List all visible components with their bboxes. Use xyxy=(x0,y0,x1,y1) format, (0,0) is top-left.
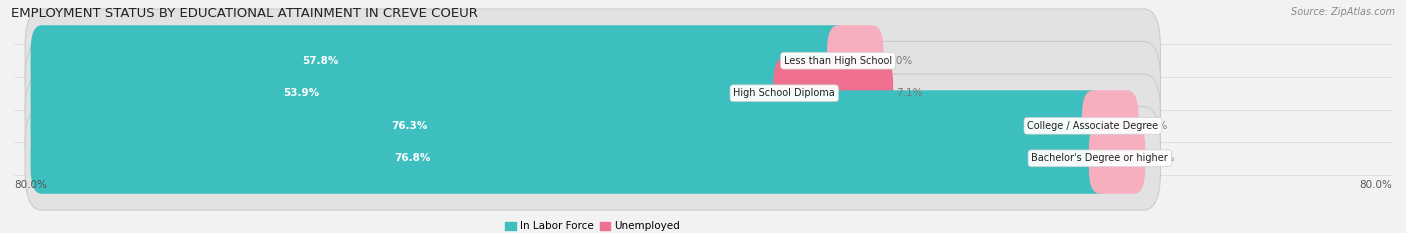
FancyBboxPatch shape xyxy=(773,58,893,129)
Text: 80.0%: 80.0% xyxy=(1360,180,1392,190)
FancyBboxPatch shape xyxy=(31,25,849,96)
Legend: In Labor Force, Unemployed: In Labor Force, Unemployed xyxy=(505,221,681,231)
Text: EMPLOYMENT STATUS BY EDUCATIONAL ATTAINMENT IN CREVE COEUR: EMPLOYMENT STATUS BY EDUCATIONAL ATTAINM… xyxy=(11,7,478,20)
Text: 7.1%: 7.1% xyxy=(896,88,922,98)
FancyBboxPatch shape xyxy=(25,106,1160,210)
Text: Less than High School: Less than High School xyxy=(785,56,891,66)
Text: 80.0%: 80.0% xyxy=(14,180,46,190)
Text: 0.0%: 0.0% xyxy=(1149,153,1174,163)
FancyBboxPatch shape xyxy=(25,74,1160,178)
Text: High School Diploma: High School Diploma xyxy=(734,88,835,98)
FancyBboxPatch shape xyxy=(827,25,883,96)
FancyBboxPatch shape xyxy=(25,9,1160,113)
FancyBboxPatch shape xyxy=(31,123,1111,194)
Text: 0.0%: 0.0% xyxy=(886,56,912,66)
FancyBboxPatch shape xyxy=(31,58,796,129)
Text: College / Associate Degree: College / Associate Degree xyxy=(1028,121,1159,131)
Text: 76.3%: 76.3% xyxy=(391,121,427,131)
Text: 53.9%: 53.9% xyxy=(284,88,319,98)
Text: 76.8%: 76.8% xyxy=(394,153,430,163)
Text: Bachelor's Degree or higher: Bachelor's Degree or higher xyxy=(1032,153,1168,163)
FancyBboxPatch shape xyxy=(25,41,1160,145)
Text: 0.0%: 0.0% xyxy=(1142,121,1167,131)
FancyBboxPatch shape xyxy=(1083,90,1139,161)
FancyBboxPatch shape xyxy=(1088,123,1146,194)
Text: Source: ZipAtlas.com: Source: ZipAtlas.com xyxy=(1291,7,1395,17)
FancyBboxPatch shape xyxy=(31,90,1104,161)
Text: 57.8%: 57.8% xyxy=(302,56,339,66)
